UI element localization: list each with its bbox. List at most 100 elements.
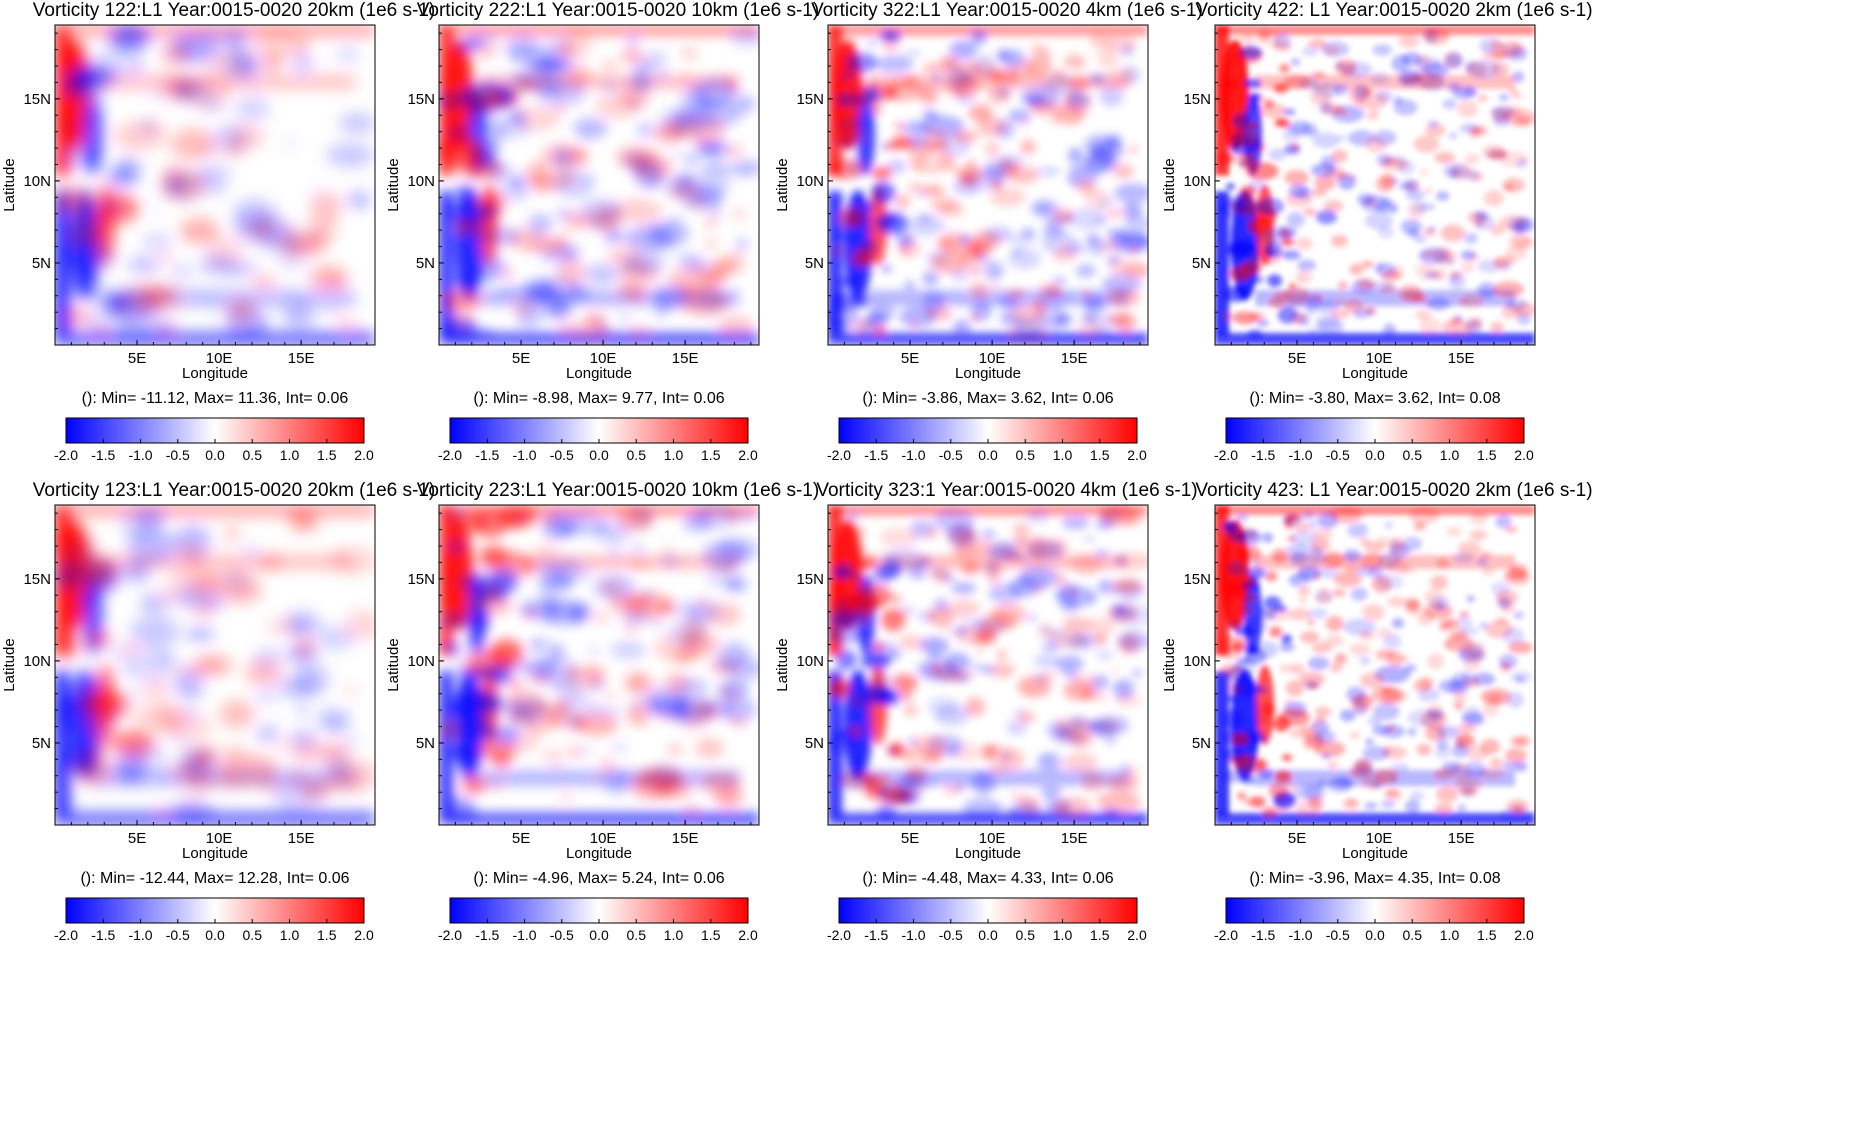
x-tick-label: 15E xyxy=(1061,350,1088,367)
eddy xyxy=(1361,260,1374,269)
eddy xyxy=(600,580,622,597)
eddy xyxy=(890,651,904,658)
plot-frame xyxy=(827,504,1149,826)
eddy xyxy=(740,511,757,521)
eddy xyxy=(335,45,359,64)
eddy xyxy=(130,62,145,72)
eddy xyxy=(1107,35,1137,53)
eddy xyxy=(186,794,198,802)
eddy xyxy=(1055,582,1080,601)
eddy xyxy=(947,599,980,617)
colorbar-gradient xyxy=(65,897,365,924)
eddy xyxy=(923,748,945,764)
eddy xyxy=(1381,799,1396,809)
eddy xyxy=(922,62,942,74)
eddy xyxy=(1006,719,1027,736)
eddy xyxy=(565,63,590,87)
y-tick-label: 10N xyxy=(1183,653,1211,670)
eddy xyxy=(1083,618,1115,636)
eddy xyxy=(851,320,874,333)
colorbar: -2.0 -1.5 -1.0 -0.5 0.0 0.5 1.0 1.5 2.0 xyxy=(438,417,758,463)
eddy xyxy=(1385,558,1408,574)
eddy xyxy=(1256,197,1284,216)
eddy xyxy=(998,295,1016,306)
eddy xyxy=(664,545,674,554)
colorbar-tick-label: 0.5 xyxy=(243,447,263,463)
eddy xyxy=(263,63,277,73)
y-tick-label: 10N xyxy=(796,173,824,190)
eddy xyxy=(1474,214,1495,230)
eddy xyxy=(260,229,303,253)
colorbar-tick-label: -2.0 xyxy=(438,447,462,463)
eddy xyxy=(552,715,566,726)
eddy xyxy=(1097,46,1119,68)
eddy xyxy=(837,767,874,791)
eddy xyxy=(1286,211,1305,228)
eddy xyxy=(598,756,617,774)
eddy xyxy=(1080,771,1106,792)
eddy xyxy=(967,265,983,276)
colorbar-tick-label: -1.0 xyxy=(128,927,152,943)
eddy xyxy=(574,713,618,736)
eddy xyxy=(1026,93,1047,104)
eddy xyxy=(291,54,315,73)
eddy xyxy=(1420,676,1434,689)
eddy xyxy=(655,777,692,799)
colorbar-tick-label: 0.5 xyxy=(1016,447,1036,463)
field-statistics: (): Min= -11.12, Max= 11.36, Int= 0.06 xyxy=(81,390,349,407)
eddy xyxy=(1344,562,1360,575)
northern-boundary xyxy=(1215,505,1535,515)
colorbar-tick-label: 1.0 xyxy=(664,927,684,943)
eddy xyxy=(902,605,915,614)
eddy xyxy=(1235,625,1255,637)
eddy xyxy=(1336,135,1347,142)
eddy xyxy=(1054,797,1092,819)
eddy xyxy=(1082,289,1092,298)
y-tick-label: 10N xyxy=(407,173,435,190)
eddy xyxy=(1482,702,1499,717)
eddy xyxy=(479,545,508,566)
eddy xyxy=(1063,752,1098,773)
eddy xyxy=(729,27,759,47)
eddy xyxy=(879,527,919,548)
eddy xyxy=(662,172,710,199)
northern-boundary xyxy=(828,25,1148,35)
eddy xyxy=(1454,776,1482,794)
x-tick-label: 15E xyxy=(1061,830,1088,847)
eddy xyxy=(1510,670,1532,684)
eddy xyxy=(1107,256,1121,265)
eddy xyxy=(1489,223,1506,236)
eddy xyxy=(202,142,215,151)
eddy xyxy=(522,561,540,574)
eddy xyxy=(1464,59,1476,71)
eddy xyxy=(75,753,111,786)
eddy xyxy=(1250,101,1260,110)
eddy xyxy=(148,205,159,213)
eddy xyxy=(178,543,208,567)
eddy xyxy=(1424,588,1445,606)
y-tick-label: 15N xyxy=(796,91,824,108)
eddy xyxy=(1362,746,1390,761)
eddy xyxy=(1343,549,1361,562)
y-axis-label: Latitude xyxy=(1161,638,1178,691)
y-axis-label: Latitude xyxy=(1161,158,1178,211)
eddy xyxy=(1425,123,1446,137)
colorbar-tick-label: -1.5 xyxy=(475,927,499,943)
eddy xyxy=(1055,573,1065,580)
eddy xyxy=(1469,529,1488,541)
eddy xyxy=(483,205,498,216)
x-tick-label: 15E xyxy=(1448,350,1475,367)
eddy xyxy=(600,80,619,93)
eddy xyxy=(1399,655,1409,663)
eddy xyxy=(456,667,468,675)
eddy xyxy=(84,66,117,86)
y-tick-label: 5N xyxy=(1192,255,1211,272)
eddy xyxy=(1324,45,1340,56)
colorbar-tick-label: 0.5 xyxy=(1403,927,1423,943)
western-boundary-negative xyxy=(1215,191,1229,336)
eddy xyxy=(876,54,914,74)
eddy xyxy=(1313,730,1336,743)
eddy xyxy=(79,593,100,605)
eddy xyxy=(610,244,642,268)
x-tick-label: 5E xyxy=(901,350,919,367)
